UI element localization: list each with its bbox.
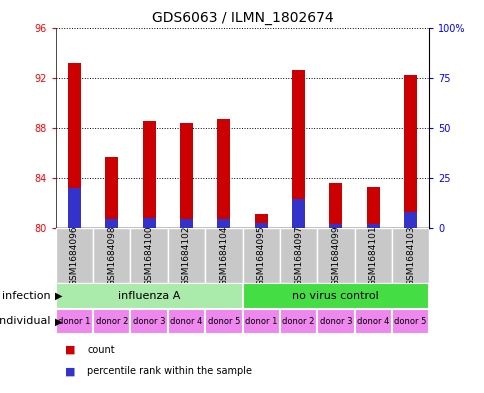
Text: GSM1684099: GSM1684099	[331, 225, 340, 286]
Bar	[317, 309, 354, 334]
Bar	[329, 183, 342, 228]
Bar	[242, 283, 428, 309]
Bar	[291, 70, 304, 228]
Bar	[167, 28, 205, 228]
Bar	[217, 219, 230, 228]
Bar	[317, 28, 354, 228]
Bar	[68, 62, 81, 228]
Bar	[142, 218, 155, 228]
Title: GDS6063 / ILMN_1802674: GDS6063 / ILMN_1802674	[151, 11, 333, 25]
Text: no virus control: no virus control	[292, 291, 378, 301]
Bar	[254, 223, 267, 228]
Text: donor 1: donor 1	[58, 317, 91, 326]
Text: GSM1684096: GSM1684096	[70, 225, 79, 286]
Bar	[391, 309, 428, 334]
Text: donor 3: donor 3	[133, 317, 165, 326]
Text: count: count	[87, 345, 115, 355]
Bar	[130, 228, 167, 283]
Bar	[354, 228, 391, 283]
Text: influenza A: influenza A	[118, 291, 180, 301]
Bar	[391, 28, 428, 228]
Bar	[329, 224, 342, 228]
Bar	[354, 309, 391, 334]
Text: GSM1684098: GSM1684098	[107, 225, 116, 286]
Bar	[279, 228, 317, 283]
Text: GSM1684104: GSM1684104	[219, 225, 228, 286]
Bar	[354, 28, 391, 228]
Text: donor 2: donor 2	[95, 317, 128, 326]
Text: ▶: ▶	[55, 291, 62, 301]
Bar	[56, 309, 93, 334]
Bar	[167, 228, 205, 283]
Text: GSM1684102: GSM1684102	[182, 225, 191, 286]
Bar	[403, 75, 416, 228]
Text: GSM1684100: GSM1684100	[144, 225, 153, 286]
Bar	[130, 309, 167, 334]
Bar	[291, 198, 304, 228]
Bar	[279, 309, 317, 334]
Bar	[254, 214, 267, 228]
Bar	[56, 28, 93, 228]
Text: percentile rank within the sample: percentile rank within the sample	[87, 366, 252, 376]
Text: donor 4: donor 4	[170, 317, 202, 326]
Bar	[205, 309, 242, 334]
Text: ■: ■	[65, 366, 76, 376]
Bar	[93, 309, 130, 334]
Bar	[68, 188, 81, 228]
Bar	[205, 228, 242, 283]
Bar	[142, 121, 155, 228]
Text: GSM1684103: GSM1684103	[405, 225, 414, 286]
Text: donor 5: donor 5	[393, 317, 426, 326]
Bar	[242, 28, 279, 228]
Bar	[217, 119, 230, 228]
Text: individual: individual	[0, 316, 51, 326]
Bar	[366, 224, 379, 228]
Text: donor 1: donor 1	[244, 317, 277, 326]
Bar	[403, 212, 416, 228]
Bar	[279, 28, 317, 228]
Text: GSM1684095: GSM1684095	[256, 225, 265, 286]
Bar	[180, 219, 193, 228]
Bar	[56, 283, 242, 309]
Text: GSM1684097: GSM1684097	[293, 225, 302, 286]
Bar	[93, 228, 130, 283]
Bar	[167, 309, 205, 334]
Bar	[391, 228, 428, 283]
Bar	[180, 123, 193, 228]
Bar	[317, 228, 354, 283]
Bar	[242, 228, 279, 283]
Bar	[105, 156, 118, 228]
Bar	[130, 28, 167, 228]
Bar	[205, 28, 242, 228]
Text: ▶: ▶	[55, 316, 62, 326]
Bar	[242, 309, 279, 334]
Text: donor 5: donor 5	[207, 317, 240, 326]
Text: donor 2: donor 2	[282, 317, 314, 326]
Bar	[105, 219, 118, 228]
Text: donor 3: donor 3	[319, 317, 351, 326]
Text: infection: infection	[2, 291, 51, 301]
Bar	[56, 228, 93, 283]
Bar	[366, 187, 379, 228]
Bar	[93, 28, 130, 228]
Text: ■: ■	[65, 345, 76, 355]
Text: GSM1684101: GSM1684101	[368, 225, 377, 286]
Text: donor 4: donor 4	[356, 317, 389, 326]
